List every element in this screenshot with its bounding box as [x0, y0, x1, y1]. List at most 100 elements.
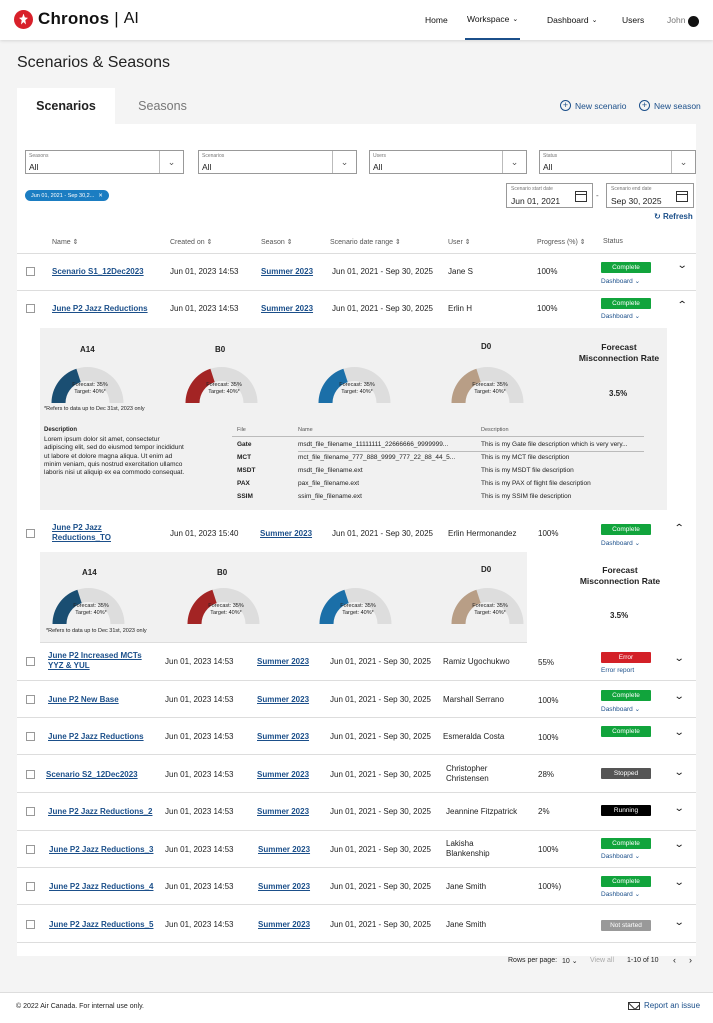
row-checkbox[interactable] — [26, 807, 35, 816]
new-season-button[interactable]: + New season — [639, 100, 701, 111]
rows-per-page-select[interactable]: 10 ⌄ — [562, 957, 578, 965]
row-checkbox[interactable] — [26, 882, 35, 891]
column-header-created[interactable]: Created on ⇕ — [170, 238, 212, 246]
scenario-name-link[interactable]: June P2 Jazz Reductions — [48, 732, 144, 741]
chevron-down-icon[interactable]: ⌄ — [673, 803, 685, 814]
row-checkbox[interactable] — [26, 657, 35, 666]
column-header-season[interactable]: Season ⇕ — [261, 238, 293, 246]
file-description: This is my SSIM file description — [481, 493, 572, 500]
users-filter[interactable]: Users All ⌄ — [369, 150, 527, 174]
scenario-name-link[interactable]: June P2 Jazz Reductions_5 — [49, 920, 154, 929]
row-checkbox[interactable] — [26, 267, 35, 276]
gauge-forecast: Forecast: 35% — [339, 382, 375, 388]
row-checkbox[interactable] — [26, 845, 35, 854]
scenario-name-link[interactable]: June P2 Jazz Reductions_TO — [52, 523, 111, 542]
nav-workspace[interactable]: Workspace ⌄ — [465, 0, 521, 40]
chevron-down-icon[interactable]: ⌄ — [673, 727, 685, 738]
status-filter[interactable]: Status All ⌄ — [539, 150, 696, 174]
tab-scenarios[interactable]: Scenarios — [17, 88, 115, 124]
season-link[interactable]: Summer 2023 — [258, 882, 311, 891]
date-range-chip[interactable]: Jun 01, 2021 - Sep 30,2... ✕ — [25, 190, 109, 201]
refresh-button[interactable]: ↻ Refresh — [654, 212, 693, 221]
row-checkbox[interactable] — [26, 732, 35, 741]
chevron-down-icon: ⌄ — [512, 16, 519, 23]
nav-home[interactable]: Home — [425, 0, 448, 40]
error-report-link[interactable]: Error report — [601, 667, 635, 674]
row-checkbox[interactable] — [26, 695, 35, 704]
scenario-name-link[interactable]: June P2 Jazz Reductions_2 — [48, 807, 153, 816]
season-link[interactable]: Summer 2023 — [257, 695, 310, 704]
chevron-down-icon[interactable]: ⌄ — [676, 260, 688, 271]
chevron-down-icon[interactable]: ⌄ — [673, 653, 685, 664]
column-header-date-range[interactable]: Scenario date range ⇕ — [330, 238, 401, 246]
chevron-down-icon[interactable]: ⌄ — [673, 839, 685, 850]
season-link[interactable]: Summer 2023 — [257, 807, 310, 816]
column-header-user[interactable]: User ⇕ — [448, 238, 471, 246]
season-link[interactable]: Summer 2023 — [257, 732, 310, 741]
dashboard-link[interactable]: Dashboard ⌄ — [601, 312, 640, 320]
divider — [17, 290, 696, 291]
row-checkbox[interactable] — [26, 304, 35, 313]
gauge-forecast: Forecast: 35% — [72, 382, 108, 388]
column-header-progress[interactable]: Progress (%) ⇕ — [537, 238, 586, 246]
scenario-name-link[interactable]: June P2 Increased MCTs YYZ & YUL — [48, 651, 142, 670]
divider — [17, 253, 696, 254]
chevron-down-icon[interactable]: ⌄ — [673, 767, 685, 778]
scenarios-filter[interactable]: Scenarios All ⌄ — [198, 150, 357, 174]
next-page-icon[interactable]: › — [689, 955, 692, 965]
scenario-name-link[interactable]: June P2 New Base — [48, 695, 119, 704]
status-badge: Complete — [601, 726, 651, 737]
scenario-name-link[interactable]: June P2 Jazz Reductions_3 — [49, 845, 154, 854]
row-checkbox[interactable] — [26, 529, 35, 538]
prev-page-icon[interactable]: ‹ — [673, 955, 676, 965]
file-table-header: Name — [298, 427, 313, 433]
dashboard-link[interactable]: Dashboard ⌄ — [601, 852, 640, 860]
new-scenario-button[interactable]: + New scenario — [560, 100, 627, 111]
column-header-name[interactable]: Name ⇕ — [52, 238, 79, 246]
start-date-field[interactable]: Scenario start date Jun 01, 2021 — [506, 183, 593, 208]
calendar-icon[interactable] — [676, 191, 688, 202]
seasons-filter[interactable]: Seasons All ⌄ — [25, 150, 184, 174]
dashboard-link[interactable]: Dashboard ⌄ — [601, 277, 640, 285]
season-link[interactable]: Summer 2023 — [257, 770, 310, 779]
scenario-name-link[interactable]: Scenario S1_12Dec2023 — [52, 267, 144, 276]
dashboard-link[interactable]: Dashboard ⌄ — [601, 890, 640, 898]
chevron-down-icon[interactable]: ⌄ — [673, 691, 685, 702]
view-all-link[interactable]: View all — [590, 957, 614, 964]
sort-icon: ⇕ — [286, 239, 293, 246]
sort-icon: ⇕ — [464, 239, 471, 246]
row-checkbox[interactable] — [26, 770, 35, 779]
season-link[interactable]: Summer 2023 — [260, 529, 313, 538]
scenario-name-link[interactable]: June P2 Jazz Reductions_4 — [49, 882, 154, 891]
status-badge: Stopped — [601, 768, 651, 779]
tab-seasons[interactable]: Seasons — [115, 88, 210, 124]
season-link[interactable]: Summer 2023 — [261, 304, 314, 313]
chevron-down-icon: ⌄ — [634, 540, 641, 547]
chevron-down-icon[interactable]: ⌄ — [673, 917, 685, 928]
nav-users[interactable]: Users — [622, 0, 644, 40]
season-link[interactable]: Summer 2023 — [261, 267, 314, 276]
season-link[interactable]: Summer 2023 — [258, 920, 311, 929]
scenario-name-link[interactable]: June P2 Jazz Reductions — [52, 304, 148, 313]
user-menu[interactable]: John — [667, 0, 700, 40]
dashboard-link[interactable]: Dashboard ⌄ — [601, 705, 640, 713]
gauge-label: B0 — [217, 568, 228, 577]
report-issue-link[interactable]: Report an issue — [628, 1001, 700, 1010]
chevron-down-icon[interactable]: ⌄ — [673, 877, 685, 888]
season-link[interactable]: Summer 2023 — [258, 845, 311, 854]
calendar-icon[interactable] — [575, 191, 587, 202]
season-link[interactable]: Summer 2023 — [257, 657, 310, 666]
chevron-up-icon[interactable]: ⌃ — [676, 300, 688, 311]
column-header-label: Created on — [170, 239, 205, 246]
chevron-up-icon[interactable]: ⌃ — [673, 523, 685, 534]
filter-label: Status — [543, 153, 558, 159]
file-table-header: File — [237, 427, 246, 433]
dashboard-link[interactable]: Dashboard ⌄ — [601, 539, 640, 547]
end-date-field[interactable]: Scenario end date Sep 30, 2025 — [606, 183, 694, 208]
scenario-name-link[interactable]: Scenario S2_12Dec2023 — [46, 770, 138, 779]
nav-users-label: Users — [622, 15, 645, 25]
brand-logo[interactable]: Chronos | AI — [14, 9, 139, 29]
close-icon[interactable]: ✕ — [98, 192, 103, 199]
nav-dashboard[interactable]: Dashboard ⌄ — [547, 0, 597, 40]
row-checkbox[interactable] — [26, 920, 35, 929]
